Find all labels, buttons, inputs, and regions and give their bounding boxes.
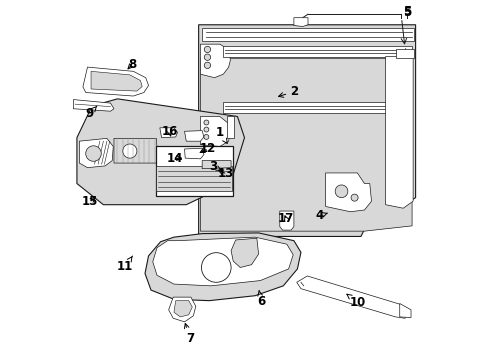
Polygon shape [91,71,142,91]
Text: 17: 17 [278,212,294,225]
Text: 12: 12 [199,143,215,156]
Circle shape [122,144,137,158]
Circle shape [85,146,101,161]
Polygon shape [200,58,411,231]
Polygon shape [168,297,195,322]
Polygon shape [198,25,415,237]
Polygon shape [325,173,371,212]
Polygon shape [73,100,114,111]
Text: 3: 3 [209,160,221,173]
Polygon shape [79,138,113,168]
Circle shape [203,127,208,132]
Text: 11: 11 [117,256,133,273]
Polygon shape [184,131,203,141]
Polygon shape [296,276,407,318]
Polygon shape [226,117,233,138]
Text: 1: 1 [215,126,227,143]
Polygon shape [202,28,413,41]
Text: 6: 6 [257,291,265,308]
Circle shape [203,135,208,139]
Text: 14: 14 [166,152,183,165]
Text: 7: 7 [184,324,193,345]
Polygon shape [184,148,203,159]
Circle shape [204,54,210,60]
Polygon shape [395,49,413,58]
Polygon shape [114,138,158,163]
Polygon shape [145,233,300,301]
Text: 5: 5 [402,6,410,19]
Text: 15: 15 [81,195,98,208]
Text: 9: 9 [86,106,97,120]
Circle shape [201,253,231,282]
Text: 5: 5 [402,5,410,18]
Polygon shape [223,102,411,113]
Polygon shape [160,128,177,138]
Text: 16: 16 [161,125,178,138]
Polygon shape [200,44,230,78]
Text: 8: 8 [128,58,136,71]
Polygon shape [200,117,229,147]
Text: 10: 10 [346,294,366,309]
Polygon shape [223,46,411,57]
Circle shape [204,62,210,68]
Polygon shape [202,45,226,71]
Polygon shape [293,18,307,27]
Circle shape [203,120,208,125]
Polygon shape [155,147,233,196]
Circle shape [334,185,347,198]
Polygon shape [156,166,232,191]
Polygon shape [399,303,410,318]
Text: 13: 13 [218,167,234,180]
Polygon shape [77,99,244,205]
Polygon shape [174,301,192,317]
Polygon shape [231,238,258,267]
Text: 2: 2 [278,85,297,98]
Polygon shape [279,211,293,230]
Polygon shape [202,161,231,169]
Polygon shape [83,67,148,96]
Polygon shape [152,237,293,286]
Circle shape [204,46,210,53]
Circle shape [350,194,357,201]
Text: 4: 4 [315,210,327,222]
Polygon shape [385,57,412,208]
